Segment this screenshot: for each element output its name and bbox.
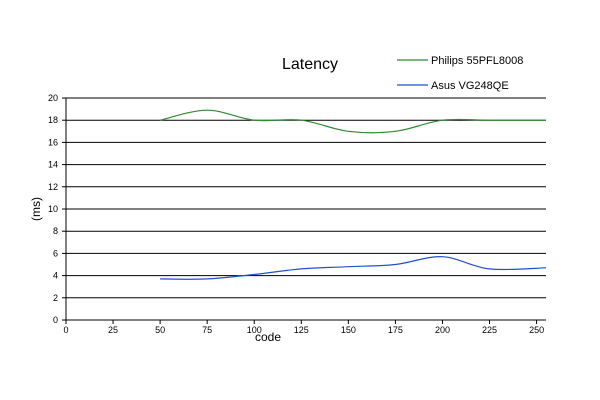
gridlines bbox=[66, 97, 546, 299]
x-tick-label: 125 bbox=[294, 325, 309, 335]
y-tick-label: 20 bbox=[48, 93, 58, 103]
series-line-2 bbox=[160, 256, 547, 280]
series-lines bbox=[159, 109, 547, 280]
y-tick-labels: 0 2 4 6 8 10 12 14 16 18 20 bbox=[48, 93, 66, 325]
y-axis-label: (ms) bbox=[29, 197, 43, 221]
x-axis-label: code bbox=[255, 330, 281, 344]
y-tick-label: 4 bbox=[53, 271, 58, 281]
x-tick-labels: 0 25 50 75 100 125 150 175 200 225 250 bbox=[63, 320, 544, 335]
legend-label-1: Philips 55PFL8008 bbox=[431, 55, 523, 67]
x-tick-label: 150 bbox=[341, 325, 356, 335]
x-tick-label: 50 bbox=[155, 325, 165, 335]
y-tick-label: 14 bbox=[48, 160, 58, 170]
chart-title: Latency bbox=[282, 56, 338, 73]
x-tick-label: 225 bbox=[482, 325, 497, 335]
x-tick-label: 25 bbox=[108, 325, 118, 335]
legend-label-2: Asus VG248QE bbox=[431, 80, 509, 92]
x-tick-label: 100 bbox=[247, 325, 262, 335]
y-tick-label: 2 bbox=[53, 293, 58, 303]
x-tick-label: 175 bbox=[388, 325, 403, 335]
x-tick-label: 0 bbox=[63, 325, 68, 335]
y-tick-label: 18 bbox=[48, 115, 58, 125]
x-tick-label: 200 bbox=[435, 325, 450, 335]
x-tick-label: 75 bbox=[202, 325, 212, 335]
y-tick-label: 10 bbox=[48, 204, 58, 214]
y-tick-label: 12 bbox=[48, 182, 58, 192]
x-tick-label: 250 bbox=[529, 325, 544, 335]
legend: Philips 55PFL8008 Asus VG248QE bbox=[397, 55, 523, 92]
y-tick-label: 16 bbox=[48, 137, 58, 147]
y-tick-label: 8 bbox=[53, 226, 58, 236]
y-tick-label: 6 bbox=[53, 248, 58, 258]
series-line-1 bbox=[159, 109, 546, 134]
y-tick-label: 0 bbox=[53, 315, 58, 325]
